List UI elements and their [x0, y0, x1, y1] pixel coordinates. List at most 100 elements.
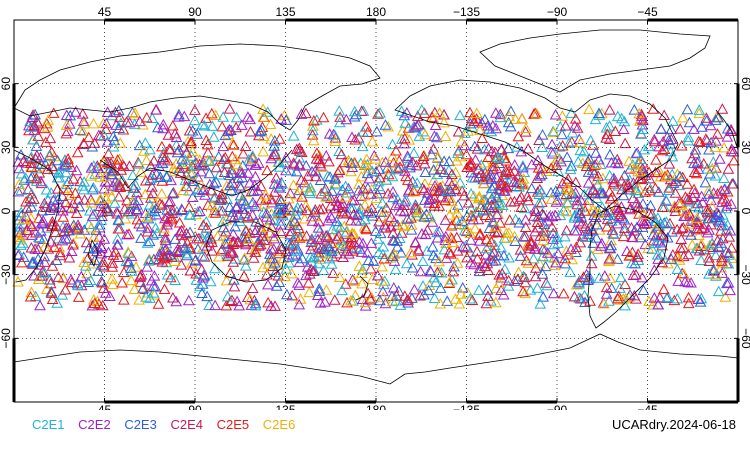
observation-marker — [282, 251, 295, 262]
observation-marker — [572, 155, 585, 167]
observation-marker — [363, 172, 376, 184]
observation-marker — [600, 281, 613, 293]
observation-marker — [216, 120, 228, 132]
observation-marker — [244, 293, 257, 305]
observation-marker — [152, 298, 165, 309]
observation-marker — [555, 155, 568, 167]
observation-marker — [499, 180, 512, 192]
observation-marker — [131, 213, 144, 225]
coastline-australia — [205, 221, 287, 283]
observation-marker — [576, 230, 589, 241]
observation-marker — [386, 170, 399, 182]
observation-marker — [380, 202, 393, 213]
lon-tick-label-top: −135 — [453, 5, 480, 19]
observation-marker — [520, 254, 533, 266]
observation-marker — [692, 163, 705, 174]
observation-marker — [338, 220, 351, 232]
observation-marker — [559, 252, 572, 264]
observation-marker — [524, 284, 537, 295]
observation-marker — [483, 123, 495, 134]
observation-marker — [438, 166, 450, 177]
observation-marker — [181, 243, 193, 254]
observation-marker — [334, 111, 346, 122]
observation-marker — [518, 202, 531, 214]
legend-item-c2e4: C2E4 — [170, 417, 203, 432]
observation-marker — [450, 231, 463, 243]
observation-marker — [603, 252, 616, 264]
observation-marker — [705, 136, 717, 148]
observation-marker — [155, 187, 168, 199]
observation-marker — [600, 288, 613, 299]
observation-marker — [671, 263, 684, 275]
observation-marker — [593, 224, 606, 235]
observation-marker — [26, 111, 39, 122]
observation-marker — [308, 206, 321, 217]
observation-marker — [604, 192, 617, 204]
observation-marker — [604, 272, 616, 283]
observation-marker — [372, 180, 385, 192]
observation-marker — [358, 189, 371, 201]
observation-marker — [560, 224, 573, 236]
lon-tick-label-bottom: −45 — [637, 403, 658, 410]
observation-marker — [329, 135, 342, 146]
observation-marker — [173, 108, 185, 120]
observation-marker — [184, 209, 196, 220]
lat-tick-label-left: −30 — [0, 264, 13, 285]
observation-marker — [98, 182, 110, 194]
observation-marker — [715, 255, 728, 266]
observation-marker — [652, 298, 664, 310]
observation-marker — [485, 168, 497, 180]
observation-marker — [300, 199, 312, 211]
observation-marker — [631, 221, 643, 232]
observation-marker — [377, 285, 389, 297]
observation-marker — [109, 106, 122, 118]
observation-marker — [419, 166, 432, 178]
observation-marker — [51, 154, 64, 166]
observation-marker — [423, 193, 436, 204]
observation-marker — [378, 252, 390, 264]
observation-marker — [249, 246, 262, 257]
observation-marker — [157, 151, 169, 163]
observation-marker — [460, 148, 473, 160]
observation-marker — [696, 222, 708, 234]
observation-marker — [537, 291, 550, 302]
observation-marker — [39, 136, 52, 147]
observation-marker — [473, 262, 486, 273]
observation-marker — [703, 188, 715, 199]
observation-marker — [646, 243, 658, 254]
observation-marker — [107, 180, 119, 191]
observation-marker — [356, 263, 369, 275]
observation-marker — [262, 258, 275, 269]
observation-marker — [168, 165, 181, 177]
observation-marker — [105, 190, 118, 202]
observation-marker — [314, 160, 327, 171]
observation-marker — [94, 171, 107, 182]
observation-marker — [216, 188, 228, 199]
observation-marker — [98, 233, 111, 244]
observation-marker — [283, 238, 296, 250]
observation-marker — [539, 260, 552, 272]
observation-marker — [536, 168, 548, 180]
observation-marker — [549, 259, 561, 271]
observation-marker — [49, 226, 62, 237]
observation-marker — [565, 243, 577, 254]
observation-marker — [386, 290, 398, 301]
observation-marker — [234, 215, 246, 227]
observation-marker — [532, 162, 545, 173]
observation-marker — [291, 250, 303, 261]
observation-marker — [611, 217, 624, 229]
observation-marker — [438, 108, 450, 120]
observation-marker — [582, 194, 595, 205]
observation-marker — [275, 215, 287, 226]
observation-marker — [296, 252, 309, 264]
observation-marker — [402, 158, 414, 170]
observation-marker — [100, 117, 113, 129]
observation-marker — [633, 107, 646, 119]
observation-marker — [413, 204, 426, 216]
observation-marker — [210, 176, 223, 187]
observation-marker — [607, 178, 620, 189]
observation-marker — [519, 126, 532, 137]
observation-marker — [401, 150, 414, 161]
observation-marker — [674, 123, 686, 134]
observation-marker — [522, 142, 534, 154]
